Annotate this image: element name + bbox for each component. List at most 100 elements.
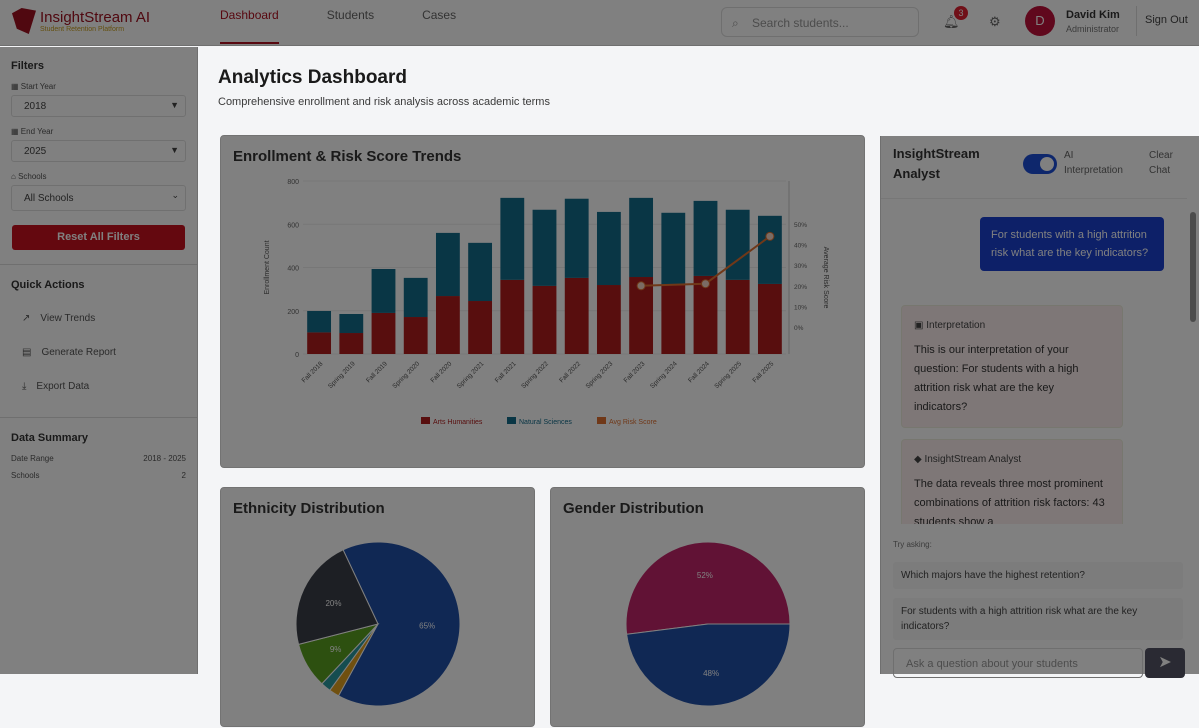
risk-point [765, 231, 775, 241]
x-tick-label: Fall 2020 [429, 360, 453, 384]
x-tick-label: Fall 2022 [558, 360, 582, 384]
export-data-button[interactable]: ⤓ Export Data [22, 369, 197, 403]
summary-value: 2 [181, 471, 186, 480]
y2-tick-label: 30% [794, 263, 807, 270]
nav-cases[interactable]: Cases [422, 8, 457, 22]
bar-segment [757, 215, 782, 284]
reset-filters-button[interactable]: Reset All Filters [12, 225, 185, 250]
export-data-label: Export Data [36, 380, 90, 392]
bar-segment [403, 277, 428, 318]
x-tick-label: Spring 2025 [713, 360, 743, 390]
bar-segment [693, 200, 718, 276]
analyst-text: The data reveals three most prominent co… [914, 478, 1105, 524]
logo[interactable]: InsightStream AI Student Retention Platfo… [12, 8, 150, 34]
x-tick-label: Fall 2019 [365, 360, 389, 384]
pie-label: 20% [325, 599, 341, 608]
x-tick-label: Spring 2022 [520, 360, 550, 390]
risk-point [701, 279, 710, 289]
risk-point [636, 281, 646, 291]
download-icon: ⤓ [22, 380, 27, 392]
trend-chart-card: Enrollment & Risk Score Trends 0 200 400 60… [220, 135, 865, 468]
send-button[interactable]: ➤ [1145, 648, 1185, 678]
schools-label: Schools [18, 172, 47, 181]
bar-segment [725, 209, 750, 280]
sidebar: Filters ▦ Start Year 2018 ▼ ▦ End Year 20… [0, 47, 198, 674]
x-tick-label: Spring 2021 [456, 360, 486, 390]
generate-report-label: Generate Report [41, 346, 116, 358]
y-tick-label: 0 [295, 352, 299, 359]
chat-messages: For students with a high attrition risk … [881, 198, 1187, 524]
filters-title: Filters [11, 60, 45, 72]
x-tick-label: Fall 2018 [301, 360, 325, 384]
legend-label: Natural Sciences [519, 419, 572, 426]
page-subtitle: Comprehensive enrollment and risk analys… [218, 96, 550, 108]
summary-key: Schools [11, 471, 40, 480]
bar-segment [339, 333, 364, 354]
y2-tick-label: 20% [794, 284, 807, 291]
start-year-label: Start Year [20, 82, 56, 91]
y-tick-label: 800 [287, 179, 299, 186]
ai-interpretation-toggle[interactable] [1023, 154, 1057, 174]
y2-tick-label: 0% [794, 325, 804, 332]
analyst-header: InsightStream Analyst [924, 454, 1022, 465]
gender-pie: 52%48% [625, 541, 791, 707]
toggle-label: AI Interpretation [1064, 150, 1123, 176]
school-icon: ⌂ [11, 172, 19, 181]
bar-segment [661, 285, 686, 354]
avatar[interactable]: D [1025, 6, 1055, 36]
y2-axis-label: Average Risk Score [822, 247, 829, 309]
bar-segment [596, 211, 621, 286]
bar-segment [564, 198, 589, 278]
ethnicity-title: Ethnicity Distribution [233, 500, 385, 517]
clear-chat-button[interactable]: Clear Chat [1149, 150, 1173, 176]
bar-segment [532, 285, 557, 354]
analyst-message: ◆ InsightStream Analyst The data reveals … [901, 439, 1123, 524]
bar-segment [307, 310, 332, 333]
sign-out-button[interactable]: Sign Out [1136, 6, 1196, 36]
pie-label: 65% [419, 622, 435, 631]
gender-title: Gender Distribution [563, 500, 704, 517]
y-tick-label: 600 [287, 222, 299, 229]
chat-scrollbar[interactable] [1187, 198, 1199, 524]
pie-slice [626, 623, 791, 707]
bar-segment [500, 279, 525, 354]
legend-swatch [597, 417, 606, 424]
bar-segment [371, 269, 396, 313]
bar-segment [564, 277, 589, 354]
pie-label: 52% [697, 571, 713, 580]
pie-slice [295, 549, 379, 646]
logo-subtitle: Student Retention Platform [40, 26, 125, 33]
suggestion-chip[interactable]: Which majors have the highest retention? [893, 562, 1183, 589]
send-icon: ➤ [1158, 654, 1172, 671]
user-role: Administrator [1066, 24, 1120, 34]
end-year-select[interactable]: 2025 ▼ [11, 140, 186, 162]
y-tick-label: 200 [287, 309, 299, 316]
view-trends-button[interactable]: ↗ View Trends [22, 301, 197, 335]
search-icon: ⌕ [732, 16, 739, 30]
chevron-down-icon: ▼ [170, 100, 179, 110]
bar-segment [596, 285, 621, 354]
notification-badge: 3 [954, 6, 968, 20]
y-tick-label: 400 [287, 266, 299, 273]
gender-card: Gender Distribution 52% 48% [550, 487, 865, 727]
view-trends-label: View Trends [40, 312, 96, 324]
nav-students[interactable]: Students [326, 8, 375, 22]
search-input[interactable]: ⌕ Search students... [721, 7, 919, 37]
data-summary-title: Data Summary [11, 432, 89, 444]
nav-dashboard[interactable]: Dashboard [220, 0, 279, 44]
gear-icon[interactable]: ⚙ [989, 14, 1001, 29]
bar-segment [757, 283, 782, 354]
bar-segment [435, 296, 460, 354]
x-tick-label: Spring 2024 [649, 360, 679, 390]
bar-segment [403, 317, 428, 354]
logo-icon [12, 8, 36, 34]
user-message: For students with a high attrition risk … [980, 217, 1164, 271]
bar-segment [693, 275, 718, 354]
suggestion-chip[interactable]: For students with a high attrition risk … [893, 598, 1183, 640]
chevron-down-icon: ⌄ [171, 190, 179, 200]
generate-report-button[interactable]: ▤ Generate Report [22, 335, 197, 369]
schools-select[interactable]: All Schools ⌄ [11, 185, 186, 211]
start-year-select[interactable]: 2018 ▼ [11, 95, 186, 117]
bar-segment [468, 301, 493, 354]
